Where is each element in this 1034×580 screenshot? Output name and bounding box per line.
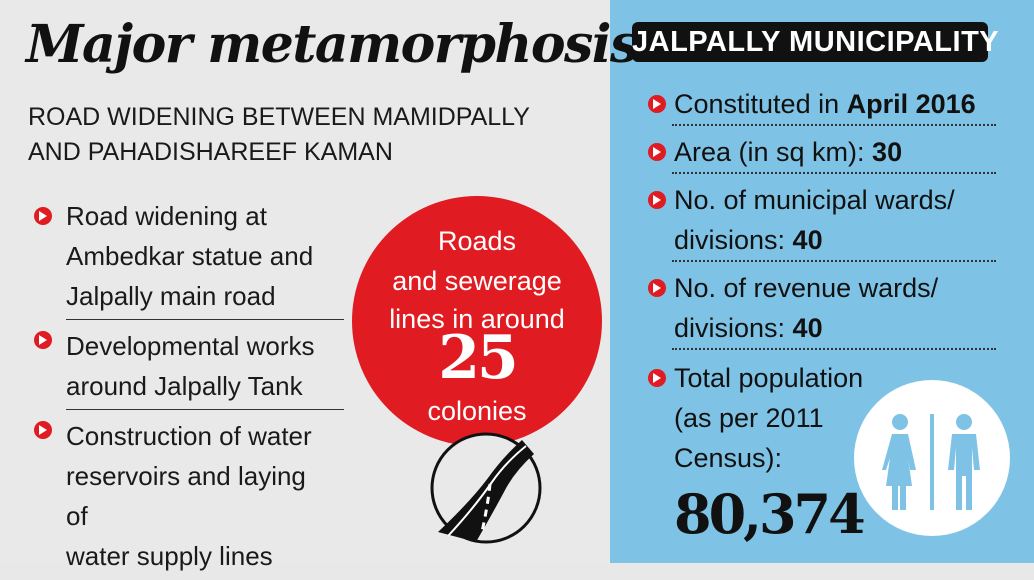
info-label: divisions: — [674, 313, 793, 343]
male-female-icon — [854, 380, 1010, 536]
list-item: Construction of water reservoirs and lay… — [34, 410, 334, 580]
list-item-text: Jalpally main road — [66, 281, 276, 311]
list-item-text: Road widening at — [66, 201, 267, 231]
info-item: Area (in sq km): 30 — [648, 132, 996, 174]
main-title: Major metamorphosis — [26, 14, 639, 75]
info-value: 40 — [792, 225, 823, 255]
divider — [672, 124, 996, 126]
list-item: Developmental works around Jalpally Tank — [34, 320, 344, 410]
red-arrow-bullet-icon — [34, 331, 52, 349]
list-item-text: water supply lines — [66, 541, 273, 571]
road-icon — [430, 432, 542, 544]
red-arrow-bullet-icon — [648, 143, 666, 161]
red-arrow-bullet-icon — [648, 191, 666, 209]
callout-text: lines in around — [389, 304, 565, 334]
divider — [672, 260, 996, 262]
callout-number: 25 — [438, 323, 519, 393]
roads-callout-circle: Roads and sewerage lines in around 25 co… — [352, 196, 602, 446]
info-item: No. of municipal wards/ divisions: 40 — [648, 180, 996, 262]
info-item: Total population (as per 2011 Census): — [648, 358, 868, 478]
red-arrow-bullet-icon — [648, 279, 666, 297]
red-arrow-bullet-icon — [34, 207, 52, 225]
info-label: Area (in sq km): — [674, 137, 873, 167]
info-label: divisions: — [674, 225, 793, 255]
list-item-text: Construction of water — [66, 421, 312, 451]
info-label: Census): — [674, 443, 783, 473]
municipality-title: JALPALLY MUNICIPALITY — [632, 22, 999, 62]
list-item-text: Developmental works — [66, 331, 315, 361]
info-label: Total population — [674, 363, 864, 393]
red-arrow-bullet-icon — [34, 421, 52, 439]
info-item: No. of revenue wards/ divisions: 40 — [648, 268, 996, 350]
info-label: No. of revenue wards/ — [674, 273, 939, 303]
subtitle: ROAD WIDENING BETWEEN MAMIDPALLY AND PAH… — [28, 100, 588, 170]
red-arrow-bullet-icon — [648, 95, 666, 113]
info-value: April 2016 — [846, 89, 976, 119]
info-label: No. of municipal wards/ — [674, 185, 955, 215]
info-label: Constituted in — [674, 89, 847, 119]
works-list: Road widening at Ambedkar statue and Jal… — [34, 196, 344, 580]
info-item: Constituted in April 2016 — [648, 84, 996, 126]
subtitle-line: ROAD WIDENING BETWEEN MAMIDPALLY — [28, 103, 530, 131]
callout-text: Roads — [437, 226, 517, 256]
list-item-text: around Jalpally Tank — [66, 371, 303, 401]
callout-text: and sewerage — [392, 266, 562, 296]
info-label: (as per 2011 — [674, 403, 824, 433]
population-value: 80,374 — [674, 482, 866, 546]
divider — [672, 348, 996, 350]
list-item: Road widening at Ambedkar statue and Jal… — [34, 196, 344, 320]
info-value: 30 — [872, 137, 903, 167]
info-value: 40 — [792, 313, 823, 343]
divider — [672, 172, 996, 174]
list-item-text: reservoirs and laying of — [66, 461, 306, 531]
subtitle-line: AND PAHADISHAREEF KAMAN — [28, 138, 393, 166]
list-item-text: Ambedkar statue and — [66, 241, 314, 271]
callout-text: colonies — [427, 396, 527, 426]
red-arrow-bullet-icon — [648, 369, 666, 387]
